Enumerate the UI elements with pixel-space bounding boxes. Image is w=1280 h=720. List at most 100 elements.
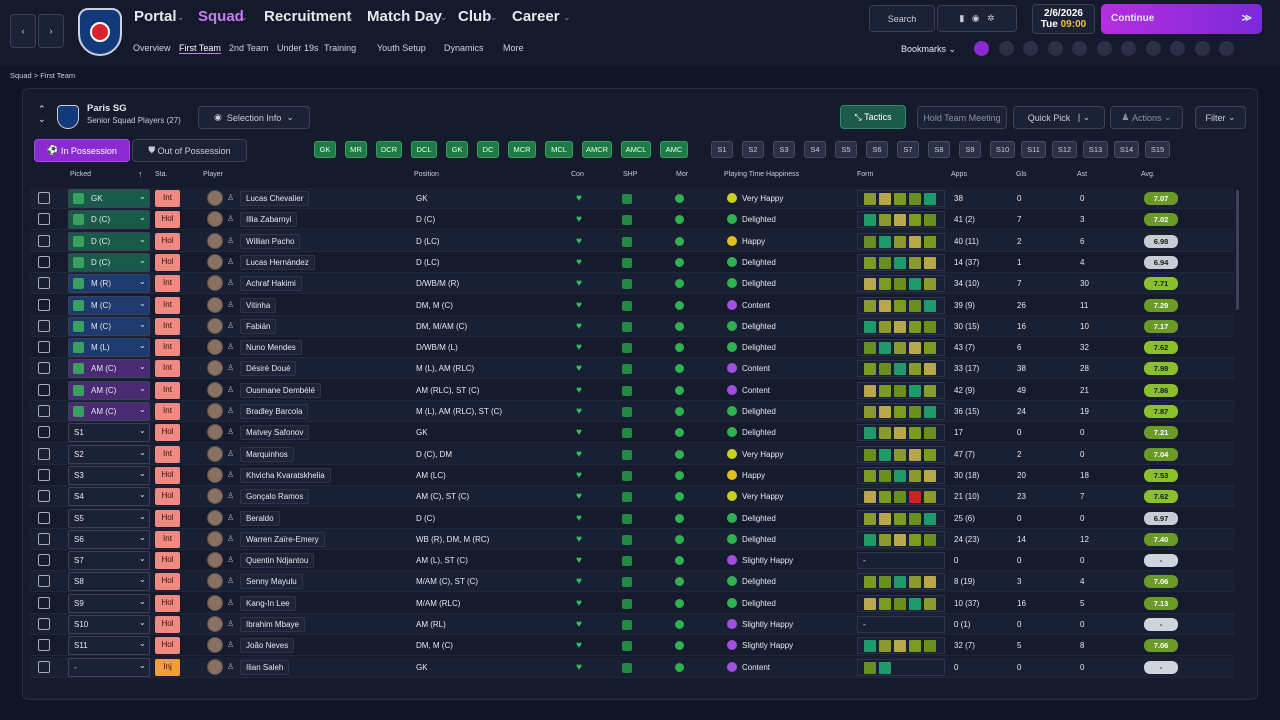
column-header[interactable]: Player [203, 171, 223, 178]
table-row[interactable]: M (R) ⌄ Int ♙ Achraf Hakimi D/WB/M (R) ♥ Deligh… [30, 273, 1234, 295]
player-name[interactable]: Matvey Safonov [240, 425, 310, 441]
checkbox[interactable] [38, 192, 50, 204]
table-row[interactable]: S5 ⌄ Hol ♙ Beraldo D (C) ♥ Delighted 25 (6) 0 0 6.9… [30, 507, 1234, 529]
checkbox[interactable] [38, 660, 50, 673]
sub-chip[interactable]: S14 [1114, 141, 1139, 158]
column-header[interactable]: Sta. [155, 171, 168, 178]
checkbox[interactable] [38, 426, 50, 439]
sub-chip[interactable]: S7 [897, 141, 919, 158]
date-box[interactable]: 2/6/2026 Tue 09:00 [1032, 4, 1095, 34]
quick-pick[interactable]: Quick Pick | ⌄ [1013, 106, 1105, 129]
menu-item[interactable]: Squad [198, 8, 244, 25]
picked-select[interactable]: S8 ⌄ [68, 572, 150, 592]
actions[interactable]: ♟ Actions ⌄ [1110, 106, 1183, 129]
player-name[interactable]: Willian Pacho [240, 233, 301, 249]
picked-select[interactable]: S5 ⌄ [68, 508, 150, 528]
checkbox[interactable] [38, 554, 50, 567]
column-header[interactable]: Form [857, 171, 874, 178]
picked-select[interactable]: GK ⌄ [68, 189, 150, 208]
player-name[interactable]: Kang-In Lee [240, 595, 296, 611]
checkbox[interactable] [38, 341, 50, 354]
sub-chip[interactable]: S12 [1052, 141, 1077, 158]
bookmark-icon[interactable] [1023, 41, 1038, 56]
table-row[interactable]: S7 ⌄ Hol ♙ Quentin Ndjantou AM (L), ST (C) ♥ Sl… [30, 550, 1234, 572]
menu-item[interactable]: Club [458, 8, 492, 25]
column-header[interactable]: Gls [1016, 171, 1027, 178]
tactics-button[interactable]: ⤡ Tactics [840, 105, 906, 129]
player-name[interactable]: Warren Zaïre-Emery [240, 531, 325, 547]
player-name[interactable]: Vitinha [240, 297, 277, 313]
table-row[interactable]: M (C) ⌄ Int ♙ Vitinha DM, M (C) ♥ Content 39 (9)… [30, 294, 1234, 316]
menu-item[interactable]: Portal [134, 8, 177, 25]
menu-item[interactable]: Career [512, 8, 560, 25]
column-header[interactable]: Playing Time Happiness [724, 171, 800, 178]
column-header[interactable]: Ast [1077, 171, 1088, 178]
checkbox[interactable] [38, 468, 50, 481]
submenu-item[interactable]: Overview [133, 43, 171, 53]
column-header[interactable]: Avg. [1141, 171, 1155, 178]
checkbox[interactable] [38, 383, 50, 396]
menu-item[interactable]: Recruitment [264, 8, 352, 25]
position-chip[interactable]: GK [314, 141, 336, 158]
position-chip[interactable]: DC [477, 141, 499, 158]
player-name[interactable]: Fabián [240, 318, 277, 334]
checkbox[interactable] [38, 447, 50, 460]
checkbox[interactable] [38, 532, 50, 545]
player-name[interactable]: Illia Zabarnyi [240, 212, 298, 228]
bookmark-icon[interactable] [974, 41, 989, 56]
position-chip[interactable]: AMCL [621, 141, 651, 158]
sub-chip[interactable]: S3 [773, 141, 795, 158]
position-chip[interactable]: DCR [376, 141, 402, 158]
position-chip[interactable]: MCL [545, 141, 573, 158]
bookmark-icon[interactable] [998, 41, 1014, 56]
picked-select[interactable]: S6 ⌄ [68, 529, 150, 549]
continue-button[interactable]: Continue ≫ [1101, 4, 1262, 34]
sort-arrows[interactable]: ⌃ ⌄ [38, 104, 46, 124]
sub-chip[interactable]: S4 [804, 141, 826, 158]
picked-select[interactable]: S4 ⌄ [68, 487, 150, 507]
player-name[interactable]: Nuno Mendes [240, 340, 302, 356]
sort-indicator[interactable]: ↑ [138, 169, 143, 179]
scrollbar[interactable] [1236, 190, 1239, 310]
column-header[interactable]: Con [571, 171, 584, 178]
checkbox[interactable] [38, 362, 50, 375]
selection-info[interactable]: ◉ Selection Info ⌄ [198, 106, 310, 129]
checkbox[interactable] [38, 277, 50, 290]
sub-chip[interactable]: S2 [742, 141, 764, 158]
picked-select[interactable]: S9 ⌄ [68, 593, 150, 613]
checkbox[interactable] [38, 298, 50, 311]
table-row[interactable]: AM (C) ⌄ Int ♙ Désiré Doué M (L), AM (RLC) ♥ Co… [30, 358, 1234, 380]
sub-chip[interactable]: S13 [1083, 141, 1108, 158]
forward-button[interactable]: › [38, 14, 64, 48]
column-header[interactable]: Mor [676, 171, 689, 178]
picked-select[interactable]: AM (C) ⌄ [68, 359, 150, 379]
picked-select[interactable]: M (C) ⌄ [68, 295, 150, 315]
player-name[interactable]: Lucas Hernández [240, 254, 315, 270]
picked-select[interactable]: S3 ⌄ [68, 465, 150, 485]
filter[interactable]: Filter ⌄ [1195, 106, 1246, 129]
position-chip[interactable]: MR [345, 141, 367, 158]
checkbox[interactable] [38, 490, 50, 503]
table-row[interactable]: S2 ⌄ Int ♙ Marquinhos D (C), DM ♥ Very Happy 47 … [30, 443, 1234, 465]
picked-select[interactable]: M (L) ⌄ [68, 338, 150, 358]
checkbox[interactable] [38, 511, 50, 524]
player-name[interactable]: Gonçalo Ramos [240, 489, 310, 505]
table-row[interactable]: S11 ⌄ Hol ♙ João Neves DM, M (C) ♥ Slightly Hap… [30, 635, 1234, 657]
table-row[interactable]: GK ⌄ Int ♙ Lucas Chevalier GK ♥ Very Happy 38 0 0 7… [30, 188, 1234, 209]
position-chip[interactable]: DCL [411, 141, 437, 158]
checkbox[interactable] [38, 405, 50, 417]
submenu-item[interactable]: Dynamics [444, 43, 484, 53]
player-name[interactable]: Ousmane Dembélé [240, 382, 321, 398]
sub-chip[interactable]: S8 [928, 141, 950, 158]
bookmark-icon[interactable] [1145, 41, 1161, 56]
position-chip[interactable]: MCR [508, 141, 536, 158]
picked-select[interactable]: S1 ⌄ [68, 423, 150, 443]
icon-buttons[interactable]: ▮ ◉ ✲ [937, 5, 1017, 32]
table-row[interactable]: S4 ⌄ Hol ♙ Gonçalo Ramos AM (C), ST (C) ♥ Very … [30, 486, 1234, 508]
table-row[interactable]: S10 ⌄ Hol ♙ Ibrahim Mbaye AM (RL) ♥ Slightly Ha… [30, 614, 1234, 635]
bookmark-icon[interactable] [1194, 41, 1210, 56]
table-row[interactable]: S8 ⌄ Hol ♙ Senny Mayulu M/AM (C), ST (C) ♥ Deli… [30, 571, 1234, 593]
hold-meeting[interactable]: Hold Team Meeting [917, 106, 1007, 129]
position-chip[interactable]: GK [446, 141, 468, 158]
picked-select[interactable]: D (C) ⌄ [68, 210, 150, 230]
